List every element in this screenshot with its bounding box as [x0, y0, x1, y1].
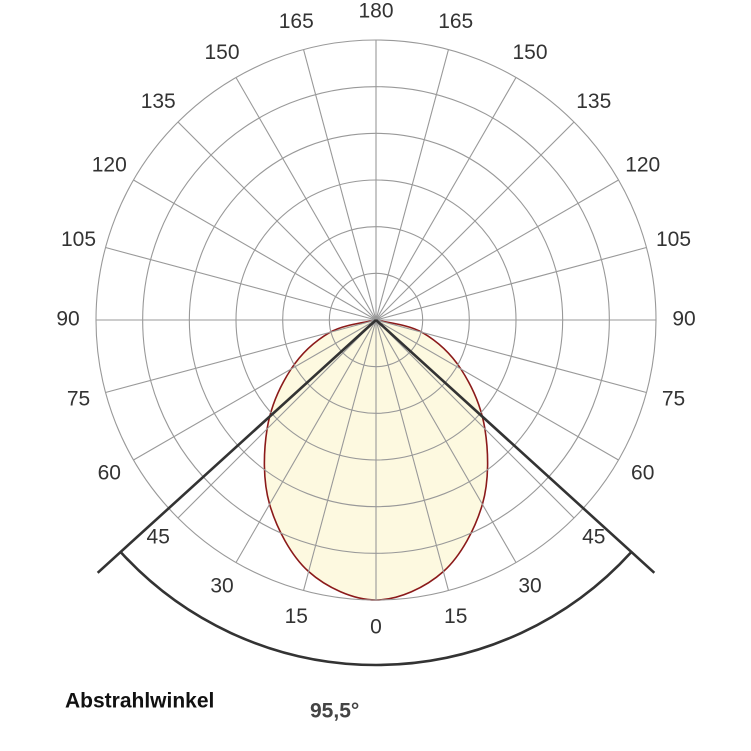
- angle-label: 150: [512, 41, 547, 64]
- spoke: [375, 179, 619, 321]
- spoke: [133, 179, 377, 321]
- spoke: [177, 121, 377, 321]
- angle-label: 30: [210, 574, 233, 597]
- spoke: [375, 319, 647, 394]
- spoke: [177, 319, 377, 519]
- angle-label: 75: [662, 387, 685, 410]
- angle-label: 135: [141, 90, 176, 113]
- angle-label: 165: [438, 10, 473, 33]
- beam-angle-caption: Abstrahlwinkel: [65, 690, 214, 713]
- angle-label: 45: [582, 525, 605, 548]
- spoke: [235, 319, 377, 563]
- angle-label: 60: [631, 462, 654, 485]
- angle-label: 105: [656, 228, 691, 251]
- angle-label: 30: [518, 574, 541, 597]
- spoke: [302, 49, 377, 321]
- angle-label: 0: [370, 616, 382, 639]
- spoke: [375, 319, 450, 591]
- angle-label: 150: [204, 41, 239, 64]
- spoke: [105, 246, 377, 321]
- angle-label: 165: [279, 10, 314, 33]
- angle-label: 90: [672, 308, 695, 331]
- plot: 0 15 15 30 30 45 45 60 60 75 75 90 90 105 105 120 120 135…: [56, 0, 696, 667]
- spoke: [375, 319, 575, 519]
- spoke: [105, 319, 377, 394]
- beam-angle-value: 95,5°: [310, 700, 359, 723]
- spoke: [375, 319, 619, 461]
- angle-label: 120: [625, 154, 660, 177]
- angle-label: 15: [285, 605, 308, 628]
- angle-label: 120: [92, 154, 127, 177]
- beam-arc: [119, 551, 633, 667]
- spoke: [375, 319, 517, 563]
- spoke: [133, 319, 377, 461]
- spoke: [375, 77, 517, 321]
- angle-label: 90: [56, 308, 79, 331]
- angle-label: 45: [147, 525, 170, 548]
- angle-label: 135: [576, 90, 611, 113]
- spoke: [235, 77, 377, 321]
- spoke: [375, 246, 647, 321]
- angle-label: 15: [444, 605, 467, 628]
- angle-label: 105: [61, 228, 96, 251]
- beam-line: [375, 319, 656, 574]
- spoke: [375, 49, 450, 321]
- spoke: [302, 319, 377, 591]
- angle-label: 180: [358, 0, 393, 23]
- beam-line: [96, 319, 377, 574]
- spoke: [375, 121, 575, 321]
- angle-label: 75: [67, 387, 90, 410]
- angle-label: 60: [98, 462, 121, 485]
